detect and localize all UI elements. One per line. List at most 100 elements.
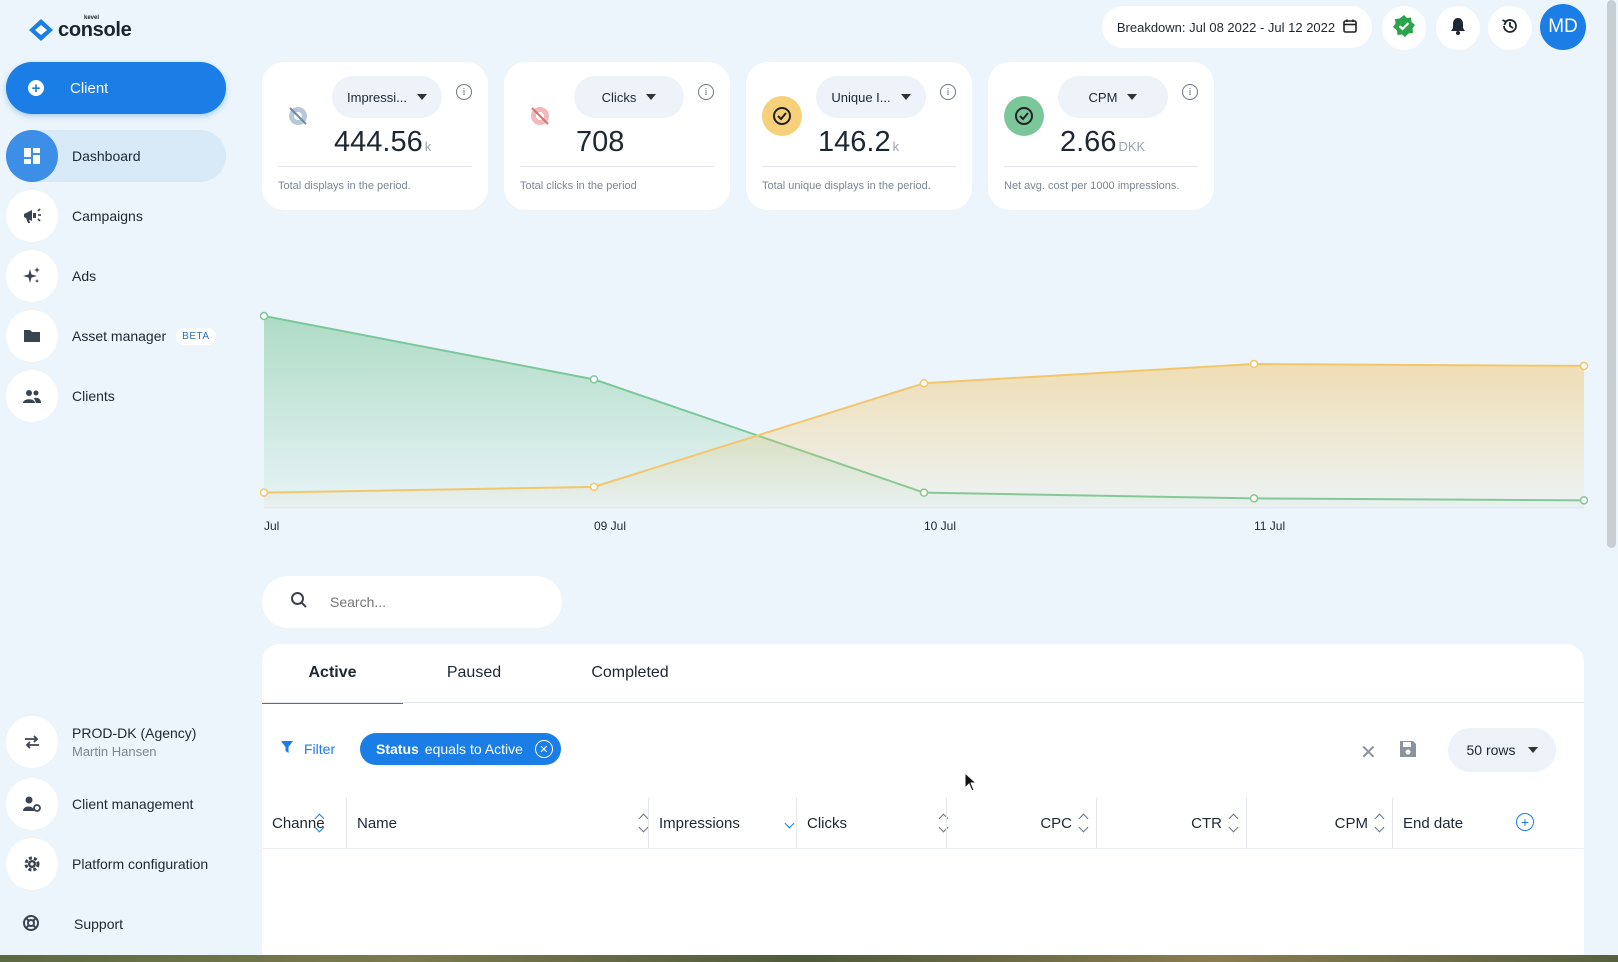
chevron-down-icon [416,94,427,100]
sort-icon [638,813,649,833]
add-column-icon[interactable]: + [1516,813,1534,831]
kpi-value: 146.2 k [818,126,899,159]
divider [278,166,472,167]
user-avatar[interactable]: MD [1540,4,1586,50]
eye-off-icon [278,96,318,136]
brand-small: kevel [84,15,100,21]
remove-filter-icon[interactable]: ✕ [534,740,553,758]
plus-icon: + [28,80,44,96]
x-tick-label: 09 Jul [594,519,626,533]
column-header-impressions[interactable]: Impressions [648,798,795,848]
chip-condition: equals to Active [424,741,523,757]
metric-selector[interactable]: Clicks [574,76,684,118]
column-label: CTR [1191,814,1222,832]
status-filter-chip[interactable]: Status equals to Active ✕ [360,733,561,765]
series-layer [259,311,1588,508]
sidebar-item-asset-manager[interactable]: Asset manager BETA [6,310,226,362]
sidebar-item-label: Support [74,916,124,932]
metric-selector[interactable]: Unique I... [816,76,926,118]
sparkle-icon [6,250,58,302]
info-icon[interactable]: i [940,84,956,100]
eye-off-icon [520,96,560,136]
agency-switcher[interactable]: PROD-DK (Agency) Martin Hansen [6,715,226,769]
sidebar-item-campaigns[interactable]: Campaigns [6,190,226,242]
series-area-0 [264,316,1584,508]
client-button[interactable]: + Client [6,62,226,114]
save-icon[interactable] [1398,739,1418,764]
folder-icon [6,310,58,362]
sidebar-item-label: Dashboard [72,148,141,164]
tab-paused[interactable]: Paused [446,664,502,681]
chip-field: Status [376,741,419,757]
kpi-description: Total displays in the period. [278,180,411,192]
series-area-1 [264,364,1584,508]
brand-name: console [58,18,132,41]
column-label: Channel [272,814,324,832]
agency-user: Martin Hansen [72,744,157,759]
column-header-ctr[interactable]: CTR [1096,798,1239,848]
check-circle-icon [1004,96,1044,136]
data-point [919,378,929,388]
sidebar-item-label: Asset manager [72,328,167,344]
history-icon [1501,17,1519,40]
verified-status-button[interactable] [1382,6,1426,50]
verified-badge-icon [1392,14,1416,43]
x-tick-label: 10 Jul [924,519,956,533]
tab-active[interactable]: Active [262,644,403,704]
column-header-channel[interactable]: Channel [272,798,342,848]
lifebuoy-icon [22,914,42,934]
people-icon [6,370,58,422]
sort-icon [1078,813,1089,833]
breakdown-date-picker[interactable]: Breakdown: Jul 08 2022 - Jul 12 2022 [1102,6,1372,48]
rows-per-page-select[interactable]: 50 rows [1448,728,1556,772]
gear-icon [6,838,58,890]
background-strip [0,955,1618,962]
info-icon[interactable]: i [698,84,714,100]
metric-selector[interactable]: Impressi... [332,76,442,118]
search-input[interactable] [328,593,532,611]
info-icon[interactable]: i [456,84,472,100]
data-point [1249,359,1259,369]
sidebar-item-label: Campaigns [72,208,143,224]
column-header-cpc[interactable]: CPC [946,798,1089,848]
column-label: End date [1403,814,1464,832]
sidebar-item-label: Clients [72,388,115,404]
data-point [259,311,269,321]
kpi-description: Net avg. cost per 1000 impressions. [1004,180,1180,192]
history-button[interactable] [1488,6,1532,50]
search-icon [290,591,308,614]
metric-selector[interactable]: CPM [1058,76,1168,118]
sidebar-item-clients[interactable]: Clients [6,370,226,422]
data-point [259,488,269,497]
filter-button[interactable]: Filter [280,740,335,757]
notifications-button[interactable] [1436,6,1480,50]
kpi-card-unique-impressions: Unique I... i 146.2 k Total unique displa… [746,62,972,210]
column-header-name[interactable]: Name [346,798,649,848]
column-header-end-date[interactable]: End date [1392,798,1513,848]
sidebar-item-client-management[interactable]: Client management [6,778,226,830]
kpi-number: 146.2 [818,126,891,158]
clear-filters-icon[interactable]: ✕ [1360,742,1377,764]
sidebar-item-ads[interactable]: Ads [6,250,226,302]
kpi-description: Total clicks in the period [520,180,637,192]
sidebar-item-platform-configuration[interactable]: Platform configuration [6,838,226,890]
dashboard-icon [6,130,58,182]
chevron-down-icon [900,94,911,100]
tabs-divider [262,702,1584,703]
megaphone-icon [6,190,58,242]
sidebar-item-support[interactable]: Support [22,914,123,934]
column-header-cpm[interactable]: CPM [1246,798,1385,848]
column-header-clicks[interactable]: Clicks [796,798,949,848]
page-scrollbar[interactable] [1607,0,1616,548]
search-box[interactable] [262,576,562,628]
sidebar-item-dashboard[interactable]: Dashboard [6,130,226,182]
sort-desc-icon [784,818,795,828]
info-icon[interactable]: i [1182,84,1198,100]
app-logo[interactable]: kevel console [28,15,132,44]
mouse-cursor-icon [964,772,978,792]
tab-completed[interactable]: Completed [591,664,669,681]
data-point [589,482,599,492]
metric-label: Unique I... [831,89,891,105]
sidebar-item-label: Platform configuration [72,856,209,872]
kpi-number: 708 [576,126,625,158]
